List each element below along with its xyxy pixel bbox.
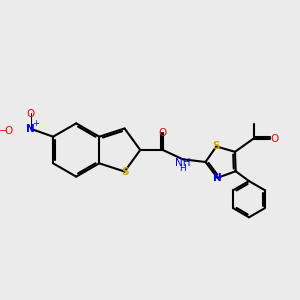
Text: S: S bbox=[213, 142, 220, 152]
Text: O: O bbox=[159, 128, 167, 138]
Text: N: N bbox=[26, 124, 35, 134]
Text: O: O bbox=[270, 134, 278, 143]
Text: S: S bbox=[121, 167, 128, 176]
Text: N: N bbox=[213, 173, 222, 183]
Text: NH: NH bbox=[175, 158, 190, 167]
Text: H: H bbox=[179, 164, 186, 173]
Text: +: + bbox=[32, 119, 39, 128]
Text: O: O bbox=[26, 109, 34, 119]
Text: −: − bbox=[0, 126, 8, 136]
Text: O: O bbox=[4, 126, 13, 136]
